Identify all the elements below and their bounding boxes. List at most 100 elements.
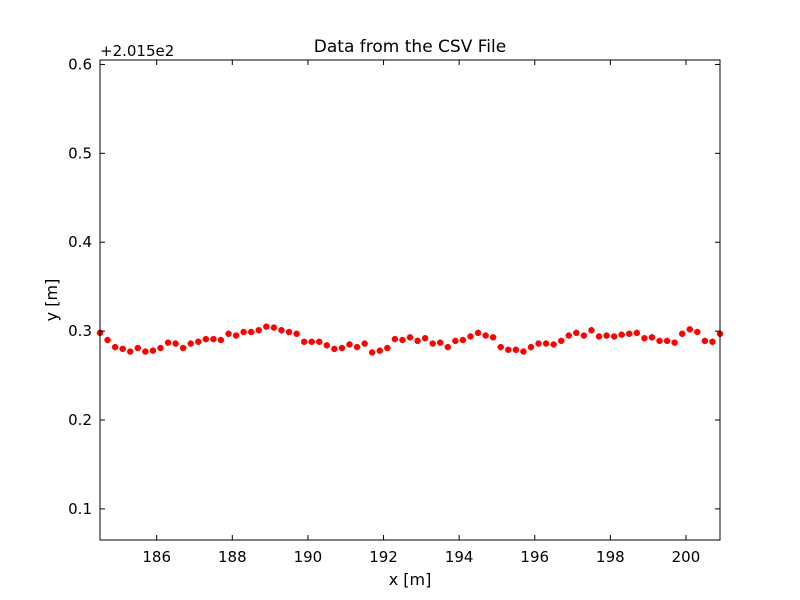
data-point xyxy=(444,343,452,351)
data-point xyxy=(648,334,656,341)
x-tick-label: 186 xyxy=(142,548,171,566)
data-point xyxy=(595,333,603,340)
data-point xyxy=(489,334,497,341)
axis-ticks: 186 188 190 192 194 196 198 200 0.1 0.2 0.3 0.4 0.5 0… xyxy=(68,55,720,566)
x-tick-label: 192 xyxy=(369,548,398,566)
data-point xyxy=(164,339,172,346)
data-point xyxy=(263,323,270,330)
data-point xyxy=(247,328,255,336)
data-point xyxy=(195,338,202,346)
data-point xyxy=(414,337,421,345)
data-point xyxy=(520,348,527,355)
data-point xyxy=(232,332,240,339)
plot-frame xyxy=(99,59,721,541)
data-point xyxy=(505,346,512,354)
data-point xyxy=(270,324,278,331)
data-point xyxy=(391,335,399,343)
chart-title: Data from the CSV File xyxy=(314,37,506,57)
data-point xyxy=(497,343,504,351)
data-point xyxy=(300,338,308,346)
data-point xyxy=(225,330,232,338)
plot-area xyxy=(100,60,720,540)
y-tick-label: 0.6 xyxy=(68,55,92,73)
data-point xyxy=(126,348,134,355)
data-point xyxy=(323,342,331,349)
data-point xyxy=(557,337,565,345)
data-point xyxy=(588,326,595,334)
x-tick-label: 200 xyxy=(672,548,701,566)
data-point xyxy=(368,349,376,356)
data-point xyxy=(633,329,641,337)
data-point xyxy=(187,340,194,347)
data-point xyxy=(119,345,126,353)
data-point xyxy=(580,332,588,339)
data-point xyxy=(157,344,164,352)
x-tick-label: 190 xyxy=(294,548,323,566)
data-point xyxy=(353,343,361,351)
y-tick-label: 0.1 xyxy=(68,500,92,518)
data-point xyxy=(678,330,686,338)
data-point xyxy=(535,340,542,347)
y-tick-label: 0.5 xyxy=(68,144,92,162)
data-point xyxy=(550,341,557,348)
data-point xyxy=(573,329,580,337)
data-point xyxy=(278,326,285,334)
y-tick-label: 0.3 xyxy=(68,322,92,340)
data-point xyxy=(626,330,633,338)
x-axis-label: x [m] xyxy=(389,570,432,589)
x-tick-label: 198 xyxy=(596,548,625,566)
x-tick-label: 194 xyxy=(445,548,474,566)
data-point xyxy=(406,334,414,341)
y-axis-label: y [m] xyxy=(42,279,61,322)
data-point xyxy=(436,339,444,346)
data-point xyxy=(686,326,694,333)
data-point xyxy=(542,340,550,347)
data-point xyxy=(709,338,716,346)
data-points xyxy=(96,323,724,356)
data-point xyxy=(179,344,187,352)
data-point xyxy=(429,340,436,347)
data-point xyxy=(656,337,663,345)
y-offset-label: +2.015e2 xyxy=(100,42,174,60)
data-point xyxy=(474,329,482,337)
data-point xyxy=(316,338,323,346)
data-point xyxy=(641,334,648,342)
data-point xyxy=(618,331,625,338)
data-point xyxy=(172,340,179,347)
data-point xyxy=(149,347,157,354)
data-point xyxy=(210,335,217,343)
data-point xyxy=(285,328,293,336)
y-tick-label: 0.2 xyxy=(68,411,92,429)
data-point xyxy=(663,337,671,345)
data-point xyxy=(459,336,467,344)
data-point xyxy=(308,338,315,346)
data-point xyxy=(338,344,346,352)
data-point xyxy=(361,340,368,347)
data-point xyxy=(527,343,535,351)
data-point xyxy=(421,334,429,342)
data-point xyxy=(482,332,489,339)
data-point xyxy=(202,335,210,343)
x-tick-label: 188 xyxy=(218,548,247,566)
data-point xyxy=(399,336,406,344)
data-point xyxy=(346,341,353,348)
data-point xyxy=(240,328,247,336)
data-point xyxy=(467,333,474,340)
data-point xyxy=(217,336,225,344)
data-point xyxy=(111,343,119,351)
data-point xyxy=(603,332,610,339)
data-point xyxy=(671,339,678,346)
data-point xyxy=(134,344,142,352)
data-point xyxy=(701,337,709,345)
data-point xyxy=(331,345,338,353)
y-tick-label: 0.4 xyxy=(68,233,92,251)
data-point xyxy=(293,330,300,338)
data-point xyxy=(565,332,573,339)
data-point xyxy=(255,326,263,334)
data-point xyxy=(694,328,701,336)
data-point xyxy=(384,344,391,352)
data-point xyxy=(376,347,384,354)
data-point xyxy=(142,348,149,355)
data-point xyxy=(104,336,111,344)
